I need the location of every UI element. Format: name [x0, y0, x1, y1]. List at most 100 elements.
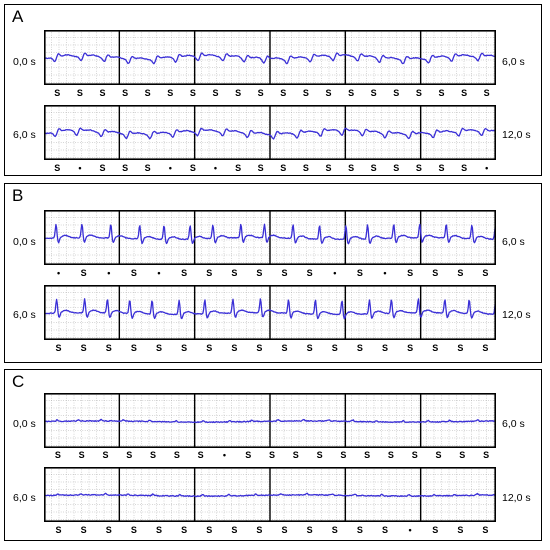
- sinus-beat-marker: S: [306, 343, 313, 353]
- sinus-beat-marker: S: [167, 88, 174, 98]
- sinus-beat-marker: S: [102, 450, 109, 460]
- sinus-beat-marker: S: [407, 343, 414, 353]
- sinus-beat-marker: S: [280, 88, 287, 98]
- ectopic-beat-marker: •: [78, 163, 82, 173]
- ectopic-beat-marker: •: [383, 268, 387, 278]
- ecg-strip-svg: [44, 105, 496, 160]
- beat-marker-row: S • S S S • S • S S S S S S S S S S S •: [44, 163, 496, 175]
- sinus-beat-marker: S: [181, 343, 188, 353]
- sinus-beat-marker: S: [99, 88, 106, 98]
- sinus-beat-marker: S: [348, 163, 355, 173]
- sinus-beat-marker: S: [459, 450, 466, 460]
- sinus-beat-marker: S: [483, 450, 490, 460]
- sinus-beat-marker: S: [331, 525, 338, 535]
- sinus-beat-marker: S: [257, 163, 264, 173]
- sinus-beat-marker: S: [306, 268, 313, 278]
- sinus-beat-marker: S: [415, 163, 422, 173]
- sinus-beat-marker: S: [381, 343, 389, 353]
- sinus-beat-marker: S: [435, 450, 442, 460]
- ectopic-beat-marker: •: [408, 525, 412, 535]
- sinus-beat-marker: S: [348, 88, 355, 98]
- ecg-strip: [44, 393, 496, 448]
- strip-start-time: 6,0 s: [13, 309, 36, 321]
- strip-frame: [44, 467, 496, 522]
- sinus-beat-marker: S: [206, 343, 213, 353]
- ecg-strip-svg: [44, 467, 496, 522]
- strip-end-time: 6,0 s: [502, 418, 525, 430]
- strip-start-time: 0,0 s: [13, 418, 36, 430]
- strip-end-time: 6,0 s: [502, 236, 525, 248]
- sinus-beat-marker: S: [331, 343, 338, 353]
- strip-start-time: 6,0 s: [13, 492, 36, 504]
- sinus-beat-marker: S: [387, 450, 394, 460]
- strip-frame: [44, 393, 496, 448]
- sinus-beat-marker: S: [482, 343, 489, 353]
- sinus-beat-marker: S: [316, 450, 323, 460]
- panel-b: B 0,0 s 6,0 s • S • S • S S S S S S • S • S S S S 6,0 s 1…: [4, 183, 542, 363]
- ecg-strip-svg: [44, 30, 496, 85]
- sinus-beat-marker: S: [130, 525, 137, 535]
- sinus-beat-marker: S: [432, 525, 439, 535]
- sinus-beat-marker: S: [482, 525, 489, 535]
- strip-start-time: 0,0 s: [13, 56, 36, 68]
- sinus-beat-marker: S: [105, 343, 112, 353]
- sinus-beat-marker: S: [150, 450, 157, 460]
- sinus-beat-marker: S: [281, 525, 288, 535]
- sinus-beat-marker: S: [256, 268, 263, 278]
- strip-frame: [44, 30, 496, 85]
- ectopic-beat-marker: •: [213, 163, 218, 173]
- strip-end-time: 12,0 s: [502, 309, 531, 321]
- sinus-beat-marker: S: [99, 163, 106, 173]
- ecg-trace: [44, 418, 496, 424]
- sinus-beat-marker: S: [268, 450, 276, 460]
- sinus-beat-marker: S: [438, 88, 445, 98]
- sinus-beat-marker: S: [55, 525, 62, 535]
- ecg-strip: [44, 467, 496, 522]
- sinus-beat-marker: S: [54, 88, 61, 98]
- ectopic-beat-marker: •: [56, 268, 61, 278]
- strip-frame: [44, 210, 496, 265]
- sinus-beat-marker: S: [256, 343, 263, 353]
- strip-start-time: 0,0 s: [13, 236, 36, 248]
- sinus-beat-marker: S: [370, 163, 377, 173]
- sinus-beat-marker: S: [461, 88, 468, 98]
- sinus-beat-marker: S: [235, 88, 242, 98]
- sinus-beat-marker: S: [411, 450, 418, 460]
- ecg-strip-svg: [44, 210, 496, 265]
- panel-letter: C: [12, 372, 25, 391]
- sinus-beat-marker: S: [461, 163, 468, 173]
- sinus-beat-marker: S: [356, 268, 363, 278]
- sinus-beat-marker: S: [457, 268, 464, 278]
- sinus-beat-marker: S: [302, 88, 309, 98]
- sinus-beat-marker: S: [155, 343, 163, 353]
- ectopic-beat-marker: •: [107, 268, 111, 278]
- ecg-trace: [44, 52, 496, 65]
- sinus-beat-marker: S: [231, 525, 238, 535]
- strip-frame: [44, 285, 496, 340]
- sinus-beat-marker: S: [54, 163, 61, 173]
- sinus-beat-marker: S: [432, 268, 439, 278]
- sinus-beat-marker: S: [407, 268, 414, 278]
- strip-end-time: 12,0 s: [502, 492, 531, 504]
- sinus-beat-marker: S: [393, 88, 400, 98]
- sinus-beat-marker: S: [393, 163, 400, 173]
- sinus-beat-marker: S: [325, 88, 332, 98]
- sinus-beat-marker: S: [105, 525, 112, 535]
- strip-frame: [44, 105, 496, 160]
- beat-marker-row: • S • S • S S S S S S • S • S S S S: [44, 268, 496, 280]
- ecg-strip: [44, 105, 496, 160]
- sinus-beat-marker: S: [235, 163, 242, 173]
- sinus-beat-marker: S: [54, 450, 61, 460]
- sinus-beat-marker: S: [212, 88, 219, 98]
- sinus-beat-marker: S: [256, 525, 263, 535]
- sinus-beat-marker: S: [206, 525, 213, 535]
- sinus-beat-marker: S: [144, 88, 151, 98]
- beat-marker-row: S S S S S S S • S S S S S S S S S S S: [44, 450, 496, 462]
- panel-letter: B: [12, 186, 24, 205]
- sinus-beat-marker: S: [80, 268, 87, 278]
- sinus-beat-marker: S: [356, 343, 363, 353]
- ectopic-beat-marker: •: [157, 268, 161, 278]
- sinus-beat-marker: S: [483, 88, 490, 98]
